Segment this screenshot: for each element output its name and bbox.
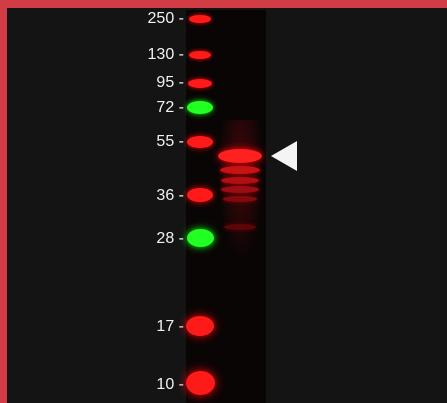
- sample-band-5: [223, 196, 257, 202]
- sample-band-6: [224, 224, 256, 230]
- ladder-label-17: 17 -: [156, 318, 184, 335]
- sample-band-4: [221, 186, 259, 193]
- ladder-label-55: 55 -: [156, 133, 184, 150]
- ladder-band-72: [187, 101, 213, 114]
- band-pointer-arrow: [271, 141, 297, 171]
- ladder-label-130: 130 -: [147, 46, 184, 63]
- sample-band-3: [221, 177, 259, 184]
- ladder-label-95: 95 -: [156, 74, 184, 91]
- sample-band-main: [218, 149, 262, 163]
- ladder-band-130: [189, 51, 211, 59]
- ladder-band-36: [187, 188, 213, 202]
- ladder-label-28: 28 -: [156, 230, 184, 247]
- ladder-label-72: 72 -: [156, 99, 184, 116]
- ladder-band-10: [186, 371, 215, 395]
- ladder-band-28: [187, 229, 214, 247]
- sample-band-2: [220, 166, 260, 174]
- ladder-band-250: [189, 15, 211, 23]
- ladder-band-95: [188, 79, 212, 88]
- ladder-label-10: 10 -: [156, 376, 184, 393]
- ladder-band-17: [186, 316, 214, 336]
- ladder-label-250: 250 -: [147, 10, 184, 27]
- ladder-label-36: 36 -: [156, 187, 184, 204]
- western-blot-membrane: [186, 10, 266, 403]
- ladder-band-55: [187, 136, 213, 148]
